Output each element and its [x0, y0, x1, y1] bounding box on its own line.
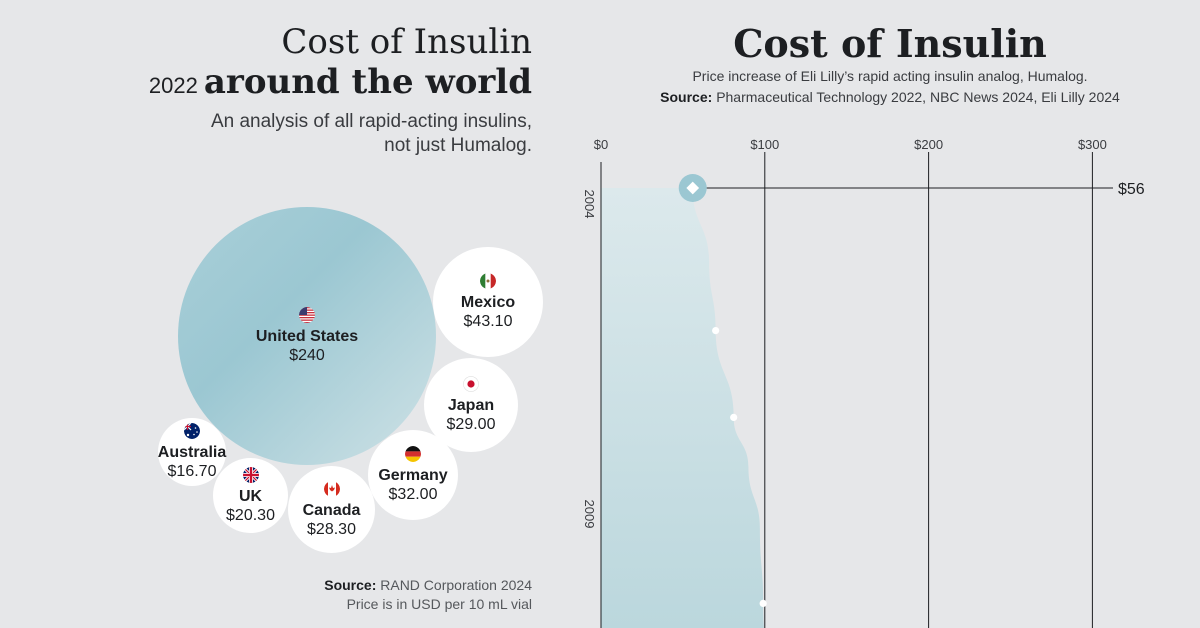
right-source-text: Pharmaceutical Technology 2022, NBC News…	[716, 89, 1120, 105]
y-tick-label: 2004	[582, 190, 597, 219]
data-point	[759, 599, 767, 607]
left-subtitle-line2: not just Humalog.	[384, 135, 532, 156]
australia-flag-icon	[184, 423, 200, 439]
country-name: UK	[238, 487, 263, 505]
country-price: $43.10	[463, 313, 513, 330]
country-name: United States	[255, 328, 359, 345]
bubble-australia: Australia $16.70	[158, 418, 226, 486]
country-price: $20.30	[226, 506, 275, 524]
mexico-flag-icon	[480, 273, 496, 289]
canada-flag-icon	[323, 480, 340, 497]
country-name: Japan	[447, 397, 495, 414]
country-price: $32.00	[388, 486, 438, 503]
y-tick-label: 2009	[582, 500, 597, 529]
x-tick-label: $200	[914, 137, 943, 152]
source-label: Source:	[324, 577, 377, 593]
bubble-germany: Germany $32.00	[368, 430, 458, 520]
left-title-line2: around the world	[203, 62, 532, 102]
annotation-label: $56	[1118, 181, 1145, 198]
price-area	[601, 188, 765, 628]
x-tick-label: $300	[1078, 137, 1107, 152]
us-flag-icon	[299, 307, 315, 323]
source-text: RAND Corporation 2024	[380, 577, 532, 593]
bubble-united-states: United States $240	[178, 207, 436, 465]
country-name: Australia	[157, 444, 227, 461]
chart-grid	[764, 152, 1093, 628]
country-name: Germany	[378, 467, 448, 484]
bubble-uk: UK $20.30	[213, 458, 288, 533]
country-name: Canada	[302, 501, 361, 519]
bubble-mexico: Mexico $43.10	[433, 247, 543, 357]
x-tick-label: $0	[594, 137, 608, 152]
data-point	[730, 413, 738, 421]
right-subtitle: Price increase of Eli Lilly’s rapid acti…	[590, 66, 1190, 108]
country-name: Mexico	[460, 294, 516, 311]
right-subtitle-text: Price increase of Eli Lilly’s rapid acti…	[692, 68, 1088, 84]
left-subtitle: An analysis of all rapid-acting insulins…	[211, 110, 532, 158]
japan-flag-icon	[463, 376, 479, 392]
uk-flag-icon	[242, 466, 259, 483]
country-price: $16.70	[167, 463, 217, 480]
left-title-year: 2022	[148, 73, 198, 98]
country-price: $28.30	[307, 520, 356, 538]
bubble-canada: Canada $28.30	[288, 466, 375, 553]
bubble-japan: Japan $29.00	[424, 358, 518, 452]
country-price: $240	[289, 347, 325, 364]
country-price: $29.00	[446, 416, 496, 433]
x-tick-label: $100	[750, 137, 779, 152]
price-chart: $0 $100 $200 $300 2004 2009 $56	[582, 137, 1145, 628]
price-note: Price is in USD per 10 mL vial	[346, 596, 532, 612]
left-source: Source: RAND Corporation 2024 Price is i…	[324, 576, 532, 614]
diamond-icon	[686, 181, 700, 195]
data-point	[712, 327, 720, 335]
left-subtitle-line1: An analysis of all rapid-acting insulins…	[210, 111, 532, 132]
right-title: Cost of Insulin	[733, 21, 1047, 66]
y-axis-ticks: 2004 2009	[582, 190, 597, 529]
x-axis-ticks: $0 $100 $200 $300	[594, 137, 1107, 152]
left-title: Cost of Insulin 2022 around the world	[149, 22, 532, 106]
chart-markers	[678, 174, 767, 607]
germany-flag-icon	[405, 446, 421, 462]
right-source-label: Source:	[660, 89, 713, 105]
left-title-line1: Cost of Insulin	[281, 22, 532, 62]
